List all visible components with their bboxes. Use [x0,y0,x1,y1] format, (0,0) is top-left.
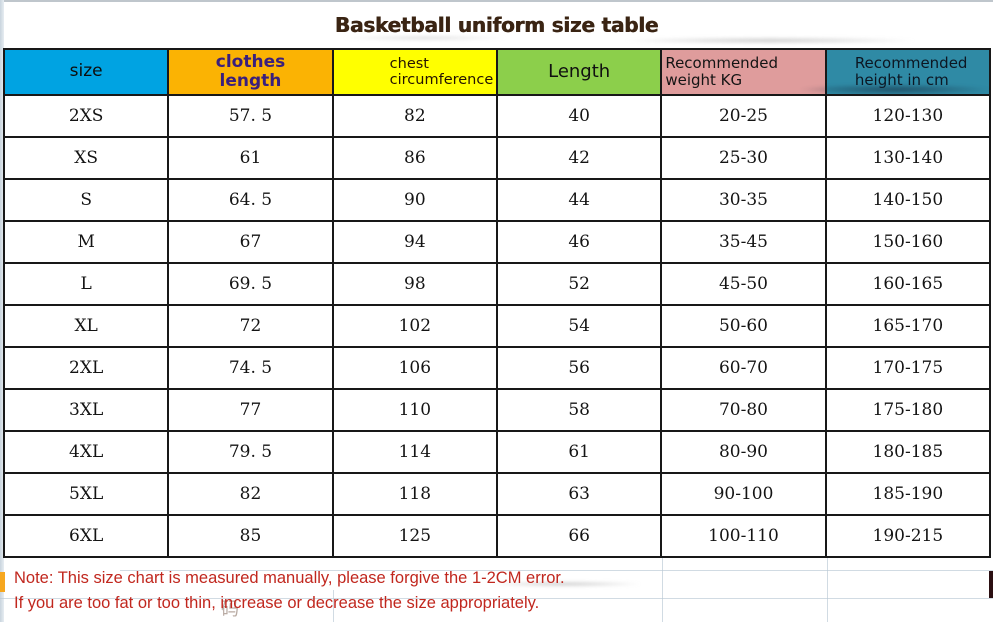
table-cell: 160-165 [826,264,989,304]
grid-line [0,598,993,599]
table-cell: 185-190 [826,474,989,514]
table-cell: XS [5,138,168,178]
table-cell: 45-50 [662,264,825,304]
table-cell: 58 [497,390,661,430]
table-cell: 125 [333,516,496,556]
table-cell: 70-80 [662,390,825,430]
table-cell: 79. 5 [169,432,332,472]
table-cell: 110 [333,390,496,430]
size-table: size clothes length chest circumference … [3,48,991,558]
table-cell: 150-160 [826,222,989,262]
table-cell: 77 [169,390,332,430]
top-edge-line [0,0,993,2]
table-cell: 74. 5 [169,348,332,388]
table-cell: 94 [333,222,496,262]
dark-edge-mark [989,571,993,598]
table-cell: 67 [169,222,332,262]
table-cell: 69. 5 [169,264,332,304]
table-cell: 44 [497,180,661,220]
table-cell: S [5,180,168,220]
header-label: Length [548,60,611,82]
left-edge-strip [0,0,4,622]
table-cell: 165-170 [826,306,989,346]
table-cell: 52 [497,264,661,304]
table-cell: 190-215 [826,516,989,556]
table-cell: 170-175 [826,348,989,388]
table-cell: 102 [333,306,496,346]
table-cell: 98 [333,264,496,304]
header-cell-chest-circumference: chest circumference [333,50,496,94]
table-cell: 42 [497,138,661,178]
smudge-under-title [620,37,920,44]
header-cell-clothes-length: clothes length [169,50,332,94]
table-cell: L [5,264,168,304]
table-cell: 64. 5 [169,180,332,220]
table-cell: 20-25 [662,96,825,136]
grid-line [120,570,993,571]
table-cell: 56 [497,348,661,388]
table-cell: 106 [333,348,496,388]
header-label: size [69,61,103,82]
header-cell-recommended-weight: Recommended weight KG [662,50,825,94]
orange-edge-mark [0,572,5,592]
table-cell: 25-30 [662,138,825,178]
page-title: Basketball uniform size table [334,13,659,37]
table-cell: 30-35 [662,180,825,220]
table-cell: 90-100 [662,474,825,514]
table-cell: 3XL [5,390,168,430]
table-cell: 50-60 [662,306,825,346]
header-cell-size: size [5,50,168,94]
table-cell: 61 [169,138,332,178]
header-label: chest circumference [389,55,494,88]
table-cell: 4XL [5,432,168,472]
note-line-2: If you are too fat or too thin, increase… [14,594,540,612]
table-cell: 85 [169,516,332,556]
table-cell: 114 [333,432,496,472]
table-cell: 118 [333,474,496,514]
table-cell: 120-130 [826,96,989,136]
table-cell: 82 [333,96,496,136]
table-cell: 2XL [5,348,168,388]
table-cell: 72 [169,306,332,346]
table-cell: 2XS [5,96,168,136]
table-cell: 66 [497,516,661,556]
table-cell: 54 [497,306,661,346]
table-cell: 35-45 [662,222,825,262]
grid-line [662,558,663,622]
grid-line [333,590,334,622]
table-cell: 180-185 [826,432,989,472]
table-cell: 61 [497,432,661,472]
table-cell: 60-70 [662,348,825,388]
notes: Note: This size chart is measured manual… [14,566,565,616]
header-label: Recommended weight KG [665,54,778,89]
table-cell: 140-150 [826,180,989,220]
table-cell: XL [5,306,168,346]
table-cell: 80-90 [662,432,825,472]
table-cell: 40 [497,96,661,136]
header-label: clothes length [215,51,286,91]
table-cell: 130-140 [826,138,989,178]
table-cell: 90 [333,180,496,220]
header-cell-recommended-height: Recommended height in cm [826,50,989,94]
table-cell: 57. 5 [169,96,332,136]
table-cell: 82 [169,474,332,514]
table-cell: 63 [497,474,661,514]
table-cell: 46 [497,222,661,262]
grid-line [827,558,828,622]
header-cell-length: Length [497,50,661,94]
table-cell: 175-180 [826,390,989,430]
header-label: Recommended height in cm [854,54,968,89]
table-cell: M [5,222,168,262]
table-cell: 86 [333,138,496,178]
note-line-1: Note: This size chart is measured manual… [14,569,565,587]
table-cell: 100-110 [662,516,825,556]
chinese-watermark: 码 [221,599,239,620]
table-cell: 5XL [5,474,168,514]
table-cell: 6XL [5,516,168,556]
